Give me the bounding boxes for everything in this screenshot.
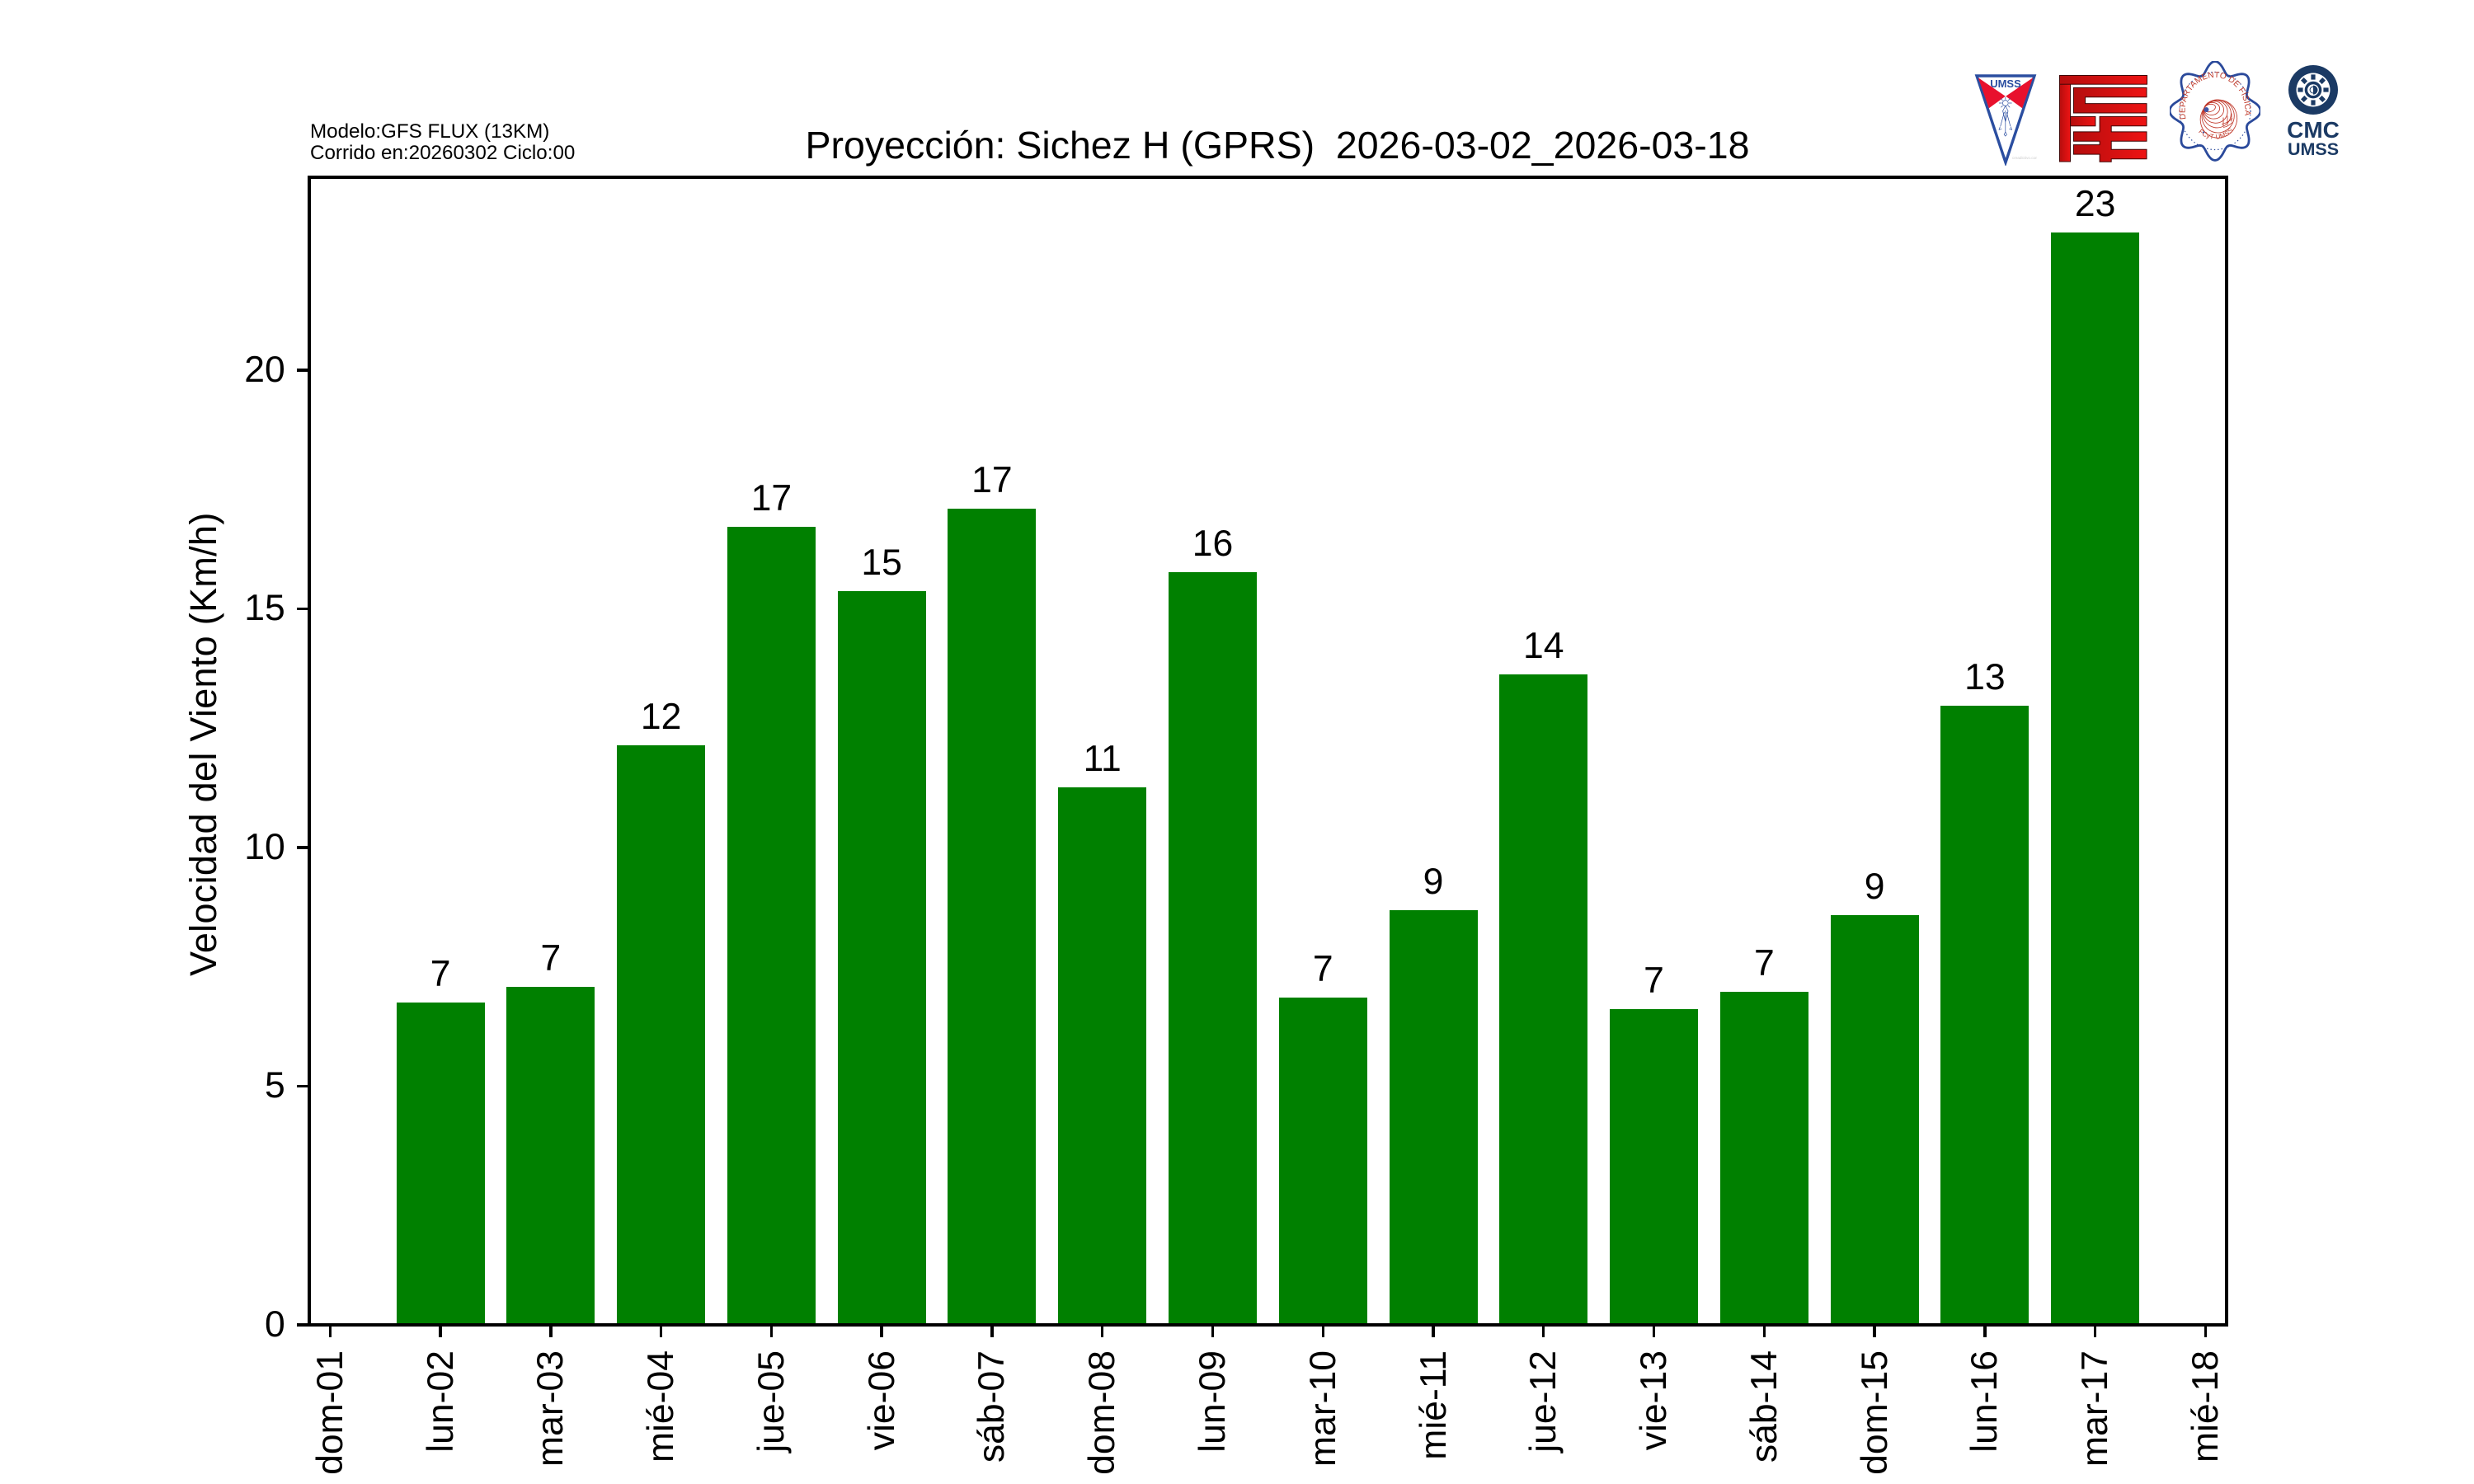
svg-text:CMC: CMC	[2287, 117, 2340, 143]
svg-text:DEPARTAMENTO DE FÍSICA: DEPARTAMENTO DE FÍSICA	[2178, 71, 2251, 120]
svg-text:creadictivo.com: creadictivo.com	[2012, 156, 2037, 160]
svg-text:UMSS: UMSS	[2288, 139, 2339, 159]
svg-text:UMSS: UMSS	[1990, 77, 2021, 90]
